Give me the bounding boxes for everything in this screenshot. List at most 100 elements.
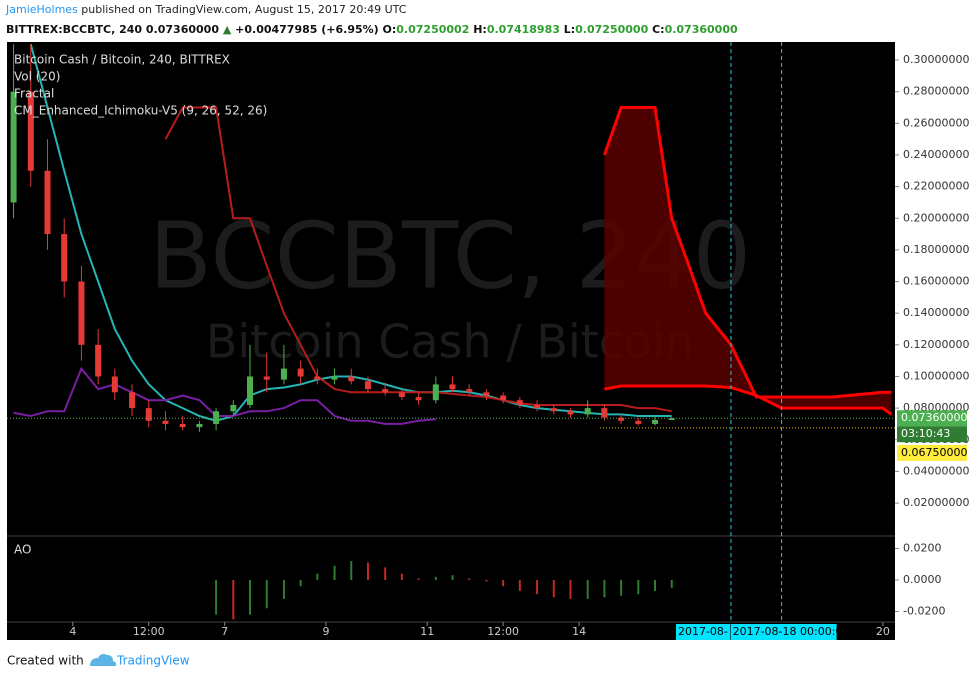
- footer-created: Created with: [7, 654, 84, 668]
- candle-body: [348, 376, 355, 382]
- y-tick-label: 0.20000000: [903, 211, 969, 224]
- candle-body: [516, 400, 523, 405]
- candle-body: [129, 392, 136, 409]
- candle-body: [668, 418, 675, 420]
- x-tick-label: 7: [221, 625, 228, 638]
- countdown-label: 03:10:43: [901, 427, 950, 440]
- y-tick-label: 0.14000000: [903, 306, 969, 319]
- marker-label-box: [730, 624, 837, 640]
- symbol: BITTREX:BCCBTC, 240: [6, 23, 142, 36]
- x-tick-label: 12:00: [487, 625, 519, 638]
- open-label: O:: [383, 23, 397, 36]
- legend-entry: Bitcoin Cash / Bitcoin, 240, BITTREX: [14, 53, 230, 67]
- cloud-line: [604, 384, 893, 416]
- candle-body: [44, 170, 51, 235]
- marker-label: 2017-08-18 00:00:00: [733, 625, 850, 638]
- candle-body: [382, 389, 389, 393]
- x-tick-label: 11: [420, 625, 434, 638]
- candle-body: [331, 376, 338, 380]
- marker-label: 2017-08-: [678, 625, 728, 638]
- y-tick-label: 0.10000000: [903, 369, 969, 382]
- alert-price-box: [897, 444, 967, 461]
- candle-body: [297, 368, 304, 377]
- candle-body: [162, 420, 169, 424]
- y-tick-label: 0.12000000: [903, 338, 969, 351]
- close-label: C:: [652, 23, 664, 36]
- y-tick-label: 0.22000000: [903, 180, 969, 193]
- candle-body: [196, 423, 203, 428]
- plot: 0.020000000.040000000.060000000.08000000…: [7, 42, 969, 640]
- x-tick-label: 12:00: [133, 625, 165, 638]
- high-value: 0.07418983: [487, 23, 560, 36]
- change: +0.00477985 (+6.95%): [235, 23, 379, 36]
- y-tick-label: 0.0000: [903, 573, 942, 586]
- candle-body: [398, 392, 405, 398]
- x-tick-label: 14: [572, 625, 586, 638]
- candle-body: [95, 344, 102, 377]
- y-tick-label: 0.28000000: [903, 85, 969, 98]
- candle-body: [618, 417, 625, 421]
- low-label: L:: [564, 23, 575, 36]
- price-axis: [895, 42, 971, 640]
- cloud-fill: [604, 107, 892, 415]
- y-tick-label: 0.24000000: [903, 148, 969, 161]
- author[interactable]: JamieHolmes: [5, 3, 78, 16]
- y-tick-label: 0.0200: [903, 541, 942, 554]
- x-tick-label: 4: [69, 625, 76, 638]
- close-value: 0.07360000: [665, 23, 738, 36]
- low-value: 0.07250000: [575, 23, 648, 36]
- y-tick-label: 0.16000000: [903, 275, 969, 288]
- y-tick-label: 0.30000000: [903, 53, 969, 66]
- candle-body: [61, 234, 68, 282]
- y-tick-label: 0.18000000: [903, 243, 969, 256]
- candle-body: [263, 376, 270, 380]
- candle-body: [466, 389, 473, 393]
- legend-entry: CM_Enhanced_Ichimoku-V5 (9, 26, 52, 26): [14, 104, 267, 118]
- alert-price-label: 0.06750000: [901, 446, 967, 459]
- candle-body: [145, 408, 152, 421]
- chart-panel: [7, 42, 895, 640]
- candle-body: [213, 411, 220, 424]
- price: 0.07360000: [146, 23, 219, 36]
- candle-body: [550, 408, 557, 412]
- candle-body: [247, 376, 254, 405]
- candle-body: [601, 408, 608, 418]
- candle-body: [364, 381, 371, 390]
- candle-body: [483, 392, 490, 396]
- candle-body: [415, 397, 422, 401]
- header-line: JamieHolmes published on TradingView.com…: [5, 3, 407, 16]
- candle-body: [432, 384, 439, 401]
- candle-body: [449, 384, 456, 390]
- candle-body: [78, 281, 85, 345]
- legend-entry: Fractal: [14, 87, 54, 101]
- candle-body: [111, 376, 118, 393]
- candle-body: [179, 423, 186, 428]
- y-tick-label: 0.02000000: [903, 496, 969, 509]
- candle-body: [500, 395, 507, 401]
- pane-title: AO: [14, 543, 31, 557]
- indicator-line: [13, 366, 436, 425]
- candle-body: [27, 91, 34, 171]
- countdown-box: [897, 426, 967, 443]
- candle-body: [230, 404, 237, 412]
- candle-body: [280, 368, 287, 380]
- legend-entry: Vol (20): [14, 70, 60, 84]
- y-tick-label: 0.26000000: [903, 116, 969, 129]
- candle-body: [534, 404, 541, 409]
- x-tick-label: 9: [322, 625, 329, 638]
- published: published on TradingView.com, August 15,…: [81, 3, 406, 16]
- candle-body: [314, 376, 321, 380]
- candle-body: [584, 408, 591, 415]
- last-price-label: 0.07360000: [901, 411, 967, 424]
- ticker-line: BITTREX:BCCBTC, 240 0.07360000 ▲ +0.0047…: [6, 23, 738, 36]
- y-tick-label: 0.04000000: [903, 464, 969, 477]
- footer-brand[interactable]: TradingView: [116, 654, 190, 668]
- y-tick-label: -0.0200: [903, 604, 945, 617]
- candle-body: [635, 420, 642, 424]
- cloud-line: [602, 106, 892, 399]
- last-price-box: [897, 410, 967, 427]
- brand-logo: [90, 654, 117, 666]
- candle-body: [567, 411, 574, 415]
- high-label: H:: [473, 23, 487, 36]
